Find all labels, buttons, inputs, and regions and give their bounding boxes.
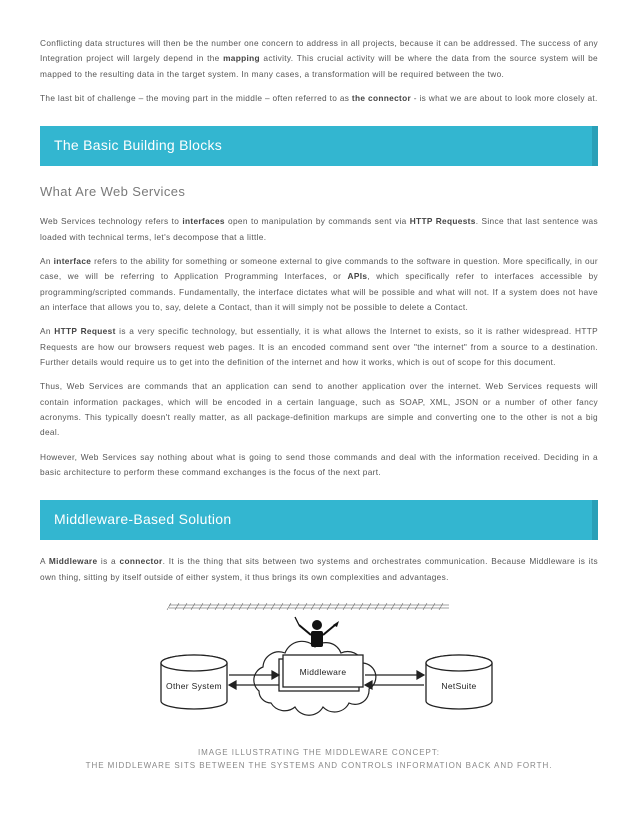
section-heading-building-blocks: The Basic Building Blocks — [40, 126, 592, 166]
section-heading-middleware: Middleware-Based Solution — [40, 500, 592, 540]
intro-para-2: The last bit of challenge – the moving p… — [40, 91, 598, 106]
s1-para-1: Web Services technology refers to interf… — [40, 214, 598, 245]
intro-para-1: Conflicting data structures will then be… — [40, 36, 598, 82]
text: The last bit of challenge – the moving p… — [40, 93, 352, 103]
diagram-svg: Other System Middleware NetSuite — [109, 603, 529, 733]
text: is a very specific technology, but essen… — [40, 326, 598, 367]
text: is a — [97, 556, 119, 566]
text: - is what we are about to look more clos… — [411, 93, 598, 103]
bold: HTTP Request — [54, 326, 115, 336]
section-title: The Basic Building Blocks — [54, 137, 222, 153]
s1-para-5: However, Web Services say nothing about … — [40, 450, 598, 481]
text: open to manipulation by commands sent vi… — [225, 216, 410, 226]
bold: mapping — [223, 53, 260, 63]
middleware-diagram: Other System Middleware NetSuite — [40, 603, 598, 773]
text: An — [40, 256, 54, 266]
subheading-web-services: What Are Web Services — [40, 180, 598, 204]
bold: APIs — [348, 271, 368, 281]
bold: connector — [120, 556, 163, 566]
bold: interfaces — [182, 216, 225, 226]
text: Web Services technology refers to — [40, 216, 182, 226]
diagram-caption: IMAGE ILLUSTRATING THE MIDDLEWARE CONCEP… — [86, 747, 553, 773]
label-netsuite: NetSuite — [441, 681, 476, 691]
label-other-system: Other System — [166, 681, 222, 691]
bold: Middleware — [49, 556, 98, 566]
bold: HTTP Requests — [410, 216, 476, 226]
s1-para-4: Thus, Web Services are commands that an … — [40, 379, 598, 440]
s1-para-3: An HTTP Request is a very specific techn… — [40, 324, 598, 370]
caption-line-2: THE MIDDLEWARE SITS BETWEEN THE SYSTEMS … — [86, 761, 553, 770]
section-title: Middleware-Based Solution — [54, 511, 231, 527]
s1-para-2: An interface refers to the ability for s… — [40, 254, 598, 315]
bold: interface — [54, 256, 92, 266]
bold: the connector — [352, 93, 411, 103]
text: An — [40, 326, 54, 336]
label-middleware: Middleware — [300, 667, 347, 677]
caption-line-1: IMAGE ILLUSTRATING THE MIDDLEWARE CONCEP… — [198, 748, 440, 757]
text: A — [40, 556, 49, 566]
s2-para-1: A Middleware is a connector. It is the t… — [40, 554, 598, 585]
